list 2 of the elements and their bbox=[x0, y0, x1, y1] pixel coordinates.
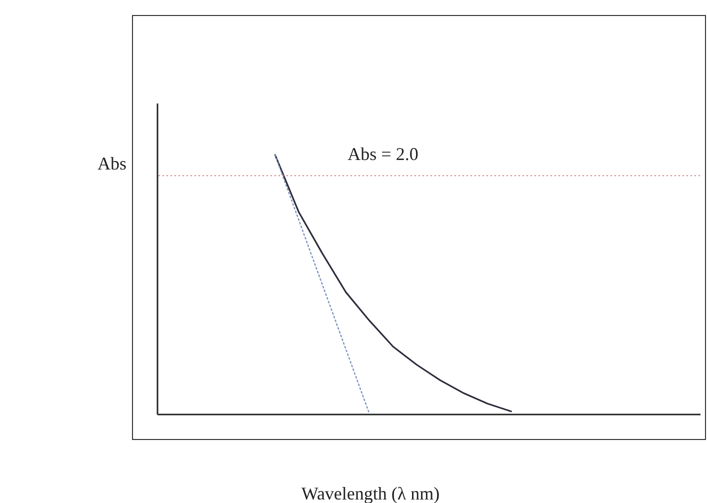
y-axis-title: Abs bbox=[98, 154, 127, 174]
annotation: Abs = 2.0 bbox=[348, 144, 418, 164]
